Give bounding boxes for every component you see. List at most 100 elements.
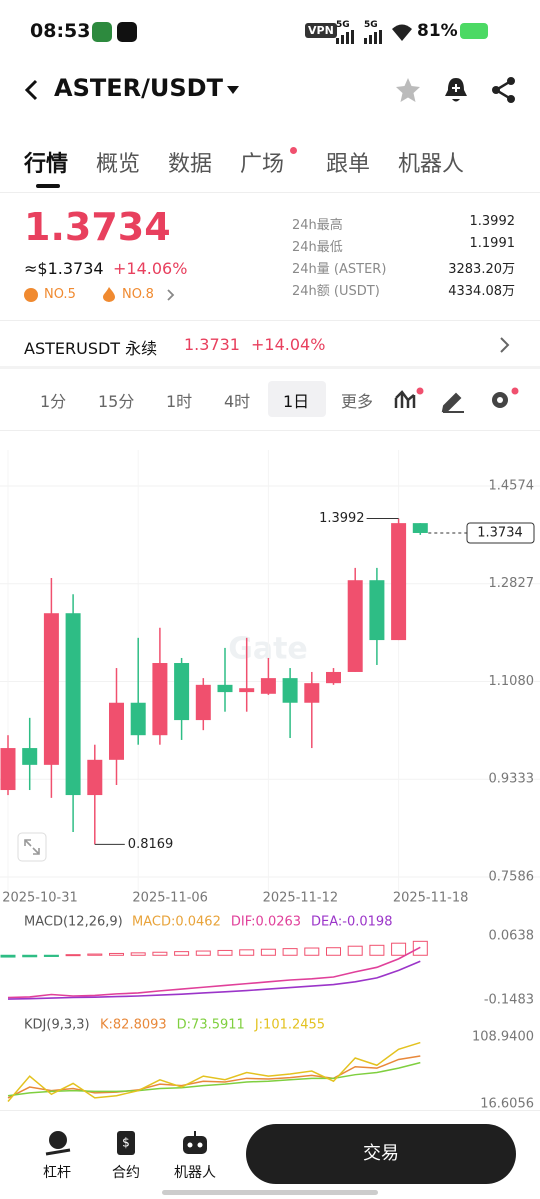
candle-body [239,688,255,693]
tab[interactable]: 广场 [240,152,285,177]
vpn-badge: VPN [305,23,337,38]
alert-button[interactable] [443,76,469,104]
candle-body [195,684,211,721]
perp-change: +14.04% [251,335,326,354]
chevron[interactable] [166,288,176,302]
y-tick-label: 1.2827 [489,576,535,591]
macd-bar [282,948,298,956]
timeframe[interactable]: 更多 [341,392,374,411]
macd-bar [22,954,38,958]
hot-icon [103,287,115,302]
candle-body [412,523,428,533]
pair-dropdown[interactable] [226,85,240,95]
tab[interactable]: 概览 [96,152,141,177]
candle-body [152,663,168,736]
candle-body [347,580,363,672]
home-indicator [162,1190,378,1195]
battery-level: 81% [417,21,458,41]
tab[interactable]: 数据 [168,152,213,177]
svg-text:$: $ [122,1136,130,1150]
expand-icon [24,839,40,855]
nav-icons: $ [45,1131,207,1156]
legend-entry: DIF:0.0263 [231,915,301,930]
divider [0,320,540,321]
candle-body [369,580,385,641]
stat-value: 3283.20万 [448,262,515,277]
trade-button[interactable]: 交易 [246,1124,516,1184]
share-button[interactable] [491,76,517,104]
indicator-title: KDJ(9,3,3) [24,1018,90,1033]
candle-body [109,702,124,760]
signal-icons [336,30,382,44]
last-price: 1.3734 [24,205,171,249]
macd-line [7,946,421,999]
nav-label[interactable]: 机器人 [174,1165,216,1181]
stat-value: 1.1991 [469,236,516,251]
candle-body [43,613,59,765]
x-tick-label: 2025-11-12 [263,891,339,906]
stat-label: 24h额 (USDT) [292,284,380,299]
notice-dot [290,147,297,154]
macd-bar [152,951,168,956]
kdj-line [7,1055,421,1099]
candle-body [0,748,16,791]
rank-icon [24,288,38,302]
battery-icon [460,23,488,39]
divider [0,430,540,431]
timeframe[interactable]: 1时 [166,392,193,411]
tab[interactable]: 机器人 [398,152,465,177]
macd-bar [412,940,428,956]
favorite-button[interactable] [394,76,422,104]
y-tick-label: 0.9333 [489,772,535,787]
macd-bar [391,942,407,956]
candle-body [130,702,146,736]
tab[interactable]: 跟单 [326,152,371,177]
pair-title[interactable]: ASTER/USDT [54,74,223,102]
x-tick-label: 2025-10-31 [2,891,78,906]
macd-bar [217,949,233,956]
macd-bar [43,954,59,957]
timeframe[interactable]: 15分 [98,392,135,411]
legend-entry: D:73.5911 [177,1018,245,1033]
stat-value: 1.3992 [469,214,516,229]
y-tick-label: -0.1483 [484,993,534,1008]
y-tick-label: 0.0638 [489,929,535,944]
rank-badge[interactable]: NO.8 [122,287,154,302]
expand-button[interactable] [17,832,47,862]
network: 5G [336,20,350,30]
nav-label[interactable]: 合约 [112,1165,140,1181]
timeframe[interactable]: 1日 [283,392,310,411]
x-tick-label: 2025-11-18 [393,891,469,906]
perp-name[interactable]: ASTERUSDT 永续 [24,339,158,358]
nav-label[interactable]: 杠杆 [43,1165,71,1181]
rank-badge[interactable]: NO.5 [44,287,76,302]
candle-body [217,684,233,693]
candle-body [326,671,341,684]
stat-value: 4334.08万 [448,284,515,299]
divider [0,192,540,193]
candle-body [87,759,103,796]
macd-bar [109,952,124,956]
y-tick-label: 0.7586 [489,869,535,884]
chart-tools[interactable] [394,386,526,414]
macd-line [7,960,421,1000]
macd-bar [174,951,190,956]
last-price-box [466,522,535,544]
timeframe[interactable]: 4时 [224,392,251,411]
chevron[interactable] [498,336,512,354]
tab[interactable]: 行情 [24,152,69,177]
candle-body [391,523,407,641]
back-button[interactable] [22,78,42,102]
timeframe[interactable]: 1分 [40,392,67,411]
macd-bar [195,950,211,956]
kdj-line [7,1061,421,1097]
wifi-icon [392,24,412,41]
divider [0,366,540,369]
y-tick-label: 1.1080 [489,674,535,689]
last-price-label: 1.3734 [477,525,523,540]
tab-indicator [36,184,60,188]
timeframe-selected-bg [268,381,326,417]
y-tick-label: 108.9400 [472,1030,534,1045]
low-label: 0.8169 [128,837,174,852]
